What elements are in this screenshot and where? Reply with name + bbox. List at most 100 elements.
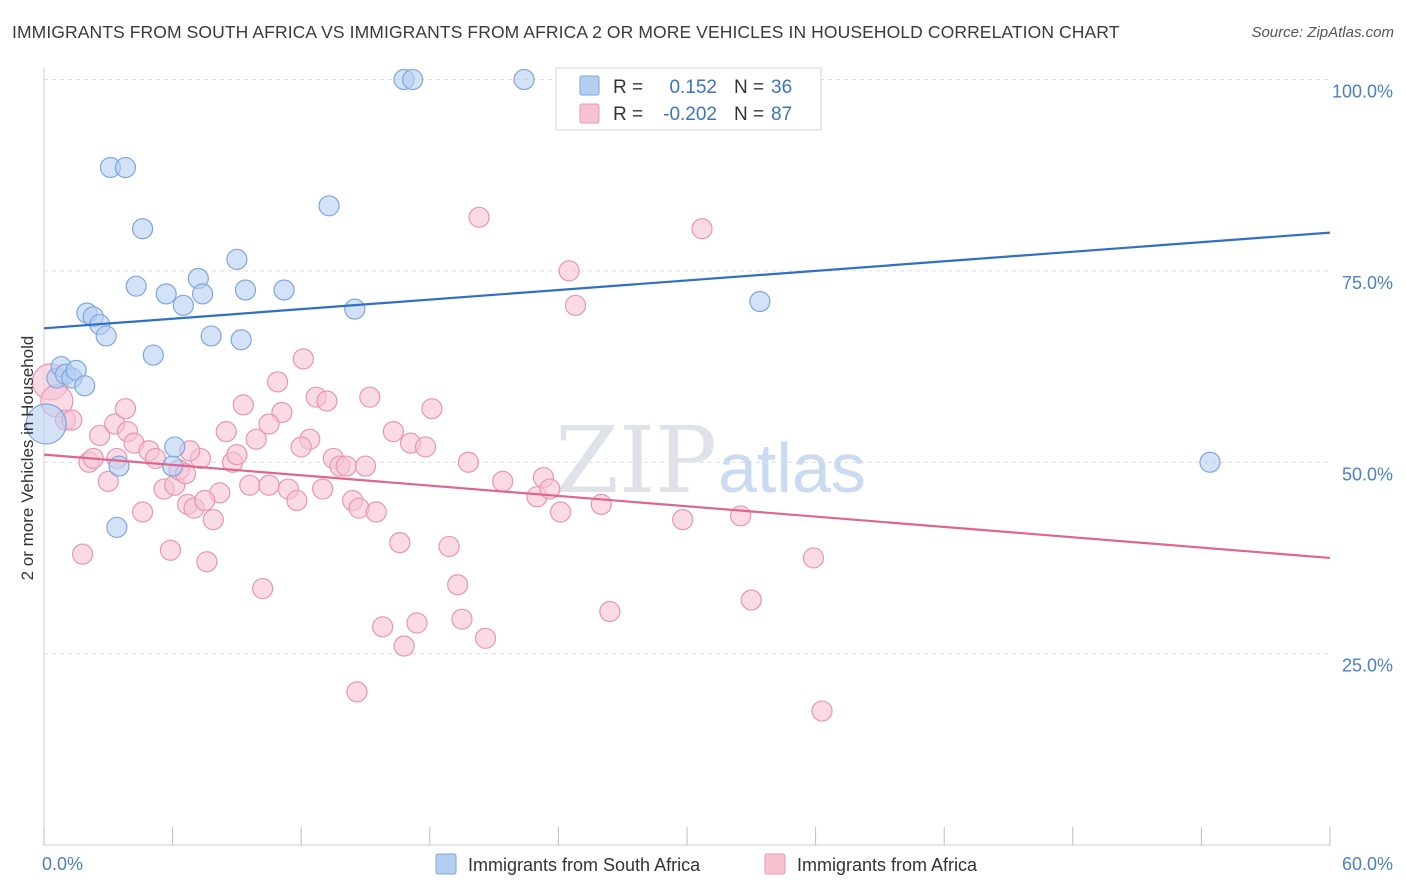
legend-n-value-1: 36 [771,77,792,98]
data-point-pink [457,451,479,473]
bottom-legend-label-1: Immigrants from South Africa [468,855,701,875]
data-point-blue [226,248,248,270]
data-point-pink [267,371,289,393]
data-point-pink [346,681,368,703]
data-point-blue [230,329,252,351]
data-point-pink [202,509,224,531]
data-point-blue [749,290,771,313]
data-point-blue [95,325,117,347]
data-point-pink [729,505,752,527]
series-pink-points [31,206,833,722]
data-point-blue [131,218,154,240]
data-point-blue [1199,451,1221,473]
watermark: ZIP atlas [555,407,866,514]
data-point-pink [97,470,119,492]
legend-n-label-2: N = [734,104,764,125]
data-point-pink [492,470,514,492]
data-point-pink [372,616,394,638]
data-point-pink [258,413,280,435]
series-blue-points [25,68,1221,538]
data-point-pink [811,700,833,722]
legend-box [555,67,822,131]
data-point-pink [564,294,587,316]
y-tick-label: 100.0% [1332,82,1393,102]
data-point-pink [131,501,154,523]
data-point-blue [74,375,96,397]
data-point-pink [89,424,111,447]
data-point-pink [558,260,580,282]
x-tick-label-min: 0.0% [42,854,83,874]
chart-title: IMMIGRANTS FROM SOUTH AFRICA VS IMMIGRAN… [12,22,1120,42]
y-tick-labels: 25.0% 50.0% 75.0% 100.0% [1332,82,1393,676]
x-tick-labels: 0.0% 60.0% [42,854,1393,874]
watermark-atlas: atlas [718,429,866,507]
data-point-pink [312,478,334,500]
data-point-pink [549,501,572,523]
bottom-legend-swatch-blue [435,853,457,875]
source-credit: Source: ZipAtlas.com [1251,24,1394,41]
data-point-blue [155,283,177,305]
gridlines [44,79,1330,655]
data-point-blue [344,298,366,320]
series-points [25,68,1221,722]
data-point-pink [590,493,612,515]
data-point-blue [513,68,535,91]
data-point-pink [239,474,261,496]
data-point-pink [672,509,694,531]
data-point-pink [290,436,312,458]
data-point-pink [474,627,497,649]
data-point-blue [273,279,295,301]
y-tick-label: 75.0% [1342,273,1393,293]
data-point-blue [200,325,222,347]
trend-line-pink [43,453,1331,560]
trendlines [43,231,1331,560]
data-point-pink [365,501,387,523]
data-point-pink [802,547,825,569]
data-point-pink [196,551,218,573]
data-point-pink [232,394,254,416]
legend-swatch-blue [579,75,600,96]
data-point-blue [402,68,424,91]
data-point-blue [234,279,257,301]
legend-r-value-2: -0.202 [663,104,717,125]
data-point-blue [106,516,128,538]
data-point-pink [599,600,621,623]
y-tick-label: 25.0% [1342,656,1393,676]
data-point-pink [414,436,437,458]
legend-r-label-2: R = [613,104,643,125]
data-point-pink [389,532,411,554]
data-point-pink [286,489,308,512]
watermark-zip: ZIP [555,407,717,514]
data-point-pink [382,421,404,443]
data-point-blue [164,436,186,458]
data-point-blue [318,195,340,217]
y-axis-label: 2 or more Vehicles in Household [18,336,37,581]
legend-r-value-1: 0.152 [669,77,717,98]
data-point-pink [447,574,469,596]
data-point-blue [142,344,164,366]
data-point-pink [468,206,490,228]
data-point-pink [226,443,248,466]
data-point-pink [438,535,460,558]
data-point-pink [258,474,280,496]
data-point-pink [316,390,338,412]
data-point-pink [740,589,762,611]
data-point-pink [245,428,267,450]
legend-swatch-pink [579,103,600,124]
data-point-pink [348,497,370,519]
data-point-pink [406,612,428,634]
data-point-pink [159,539,182,561]
data-point-pink [421,398,443,420]
bottom-legend-label-2: Immigrants from Africa [797,855,978,875]
data-point-blue [25,403,67,445]
data-point-pink [393,635,415,657]
bottom-legend-swatch-pink [764,853,786,875]
data-point-blue [114,156,137,179]
data-point-pink [691,218,713,240]
data-point-pink [359,386,381,408]
data-point-pink [292,348,314,370]
data-point-blue [125,275,147,297]
data-point-pink [114,398,137,420]
legend-n-label-1: N = [734,77,764,98]
